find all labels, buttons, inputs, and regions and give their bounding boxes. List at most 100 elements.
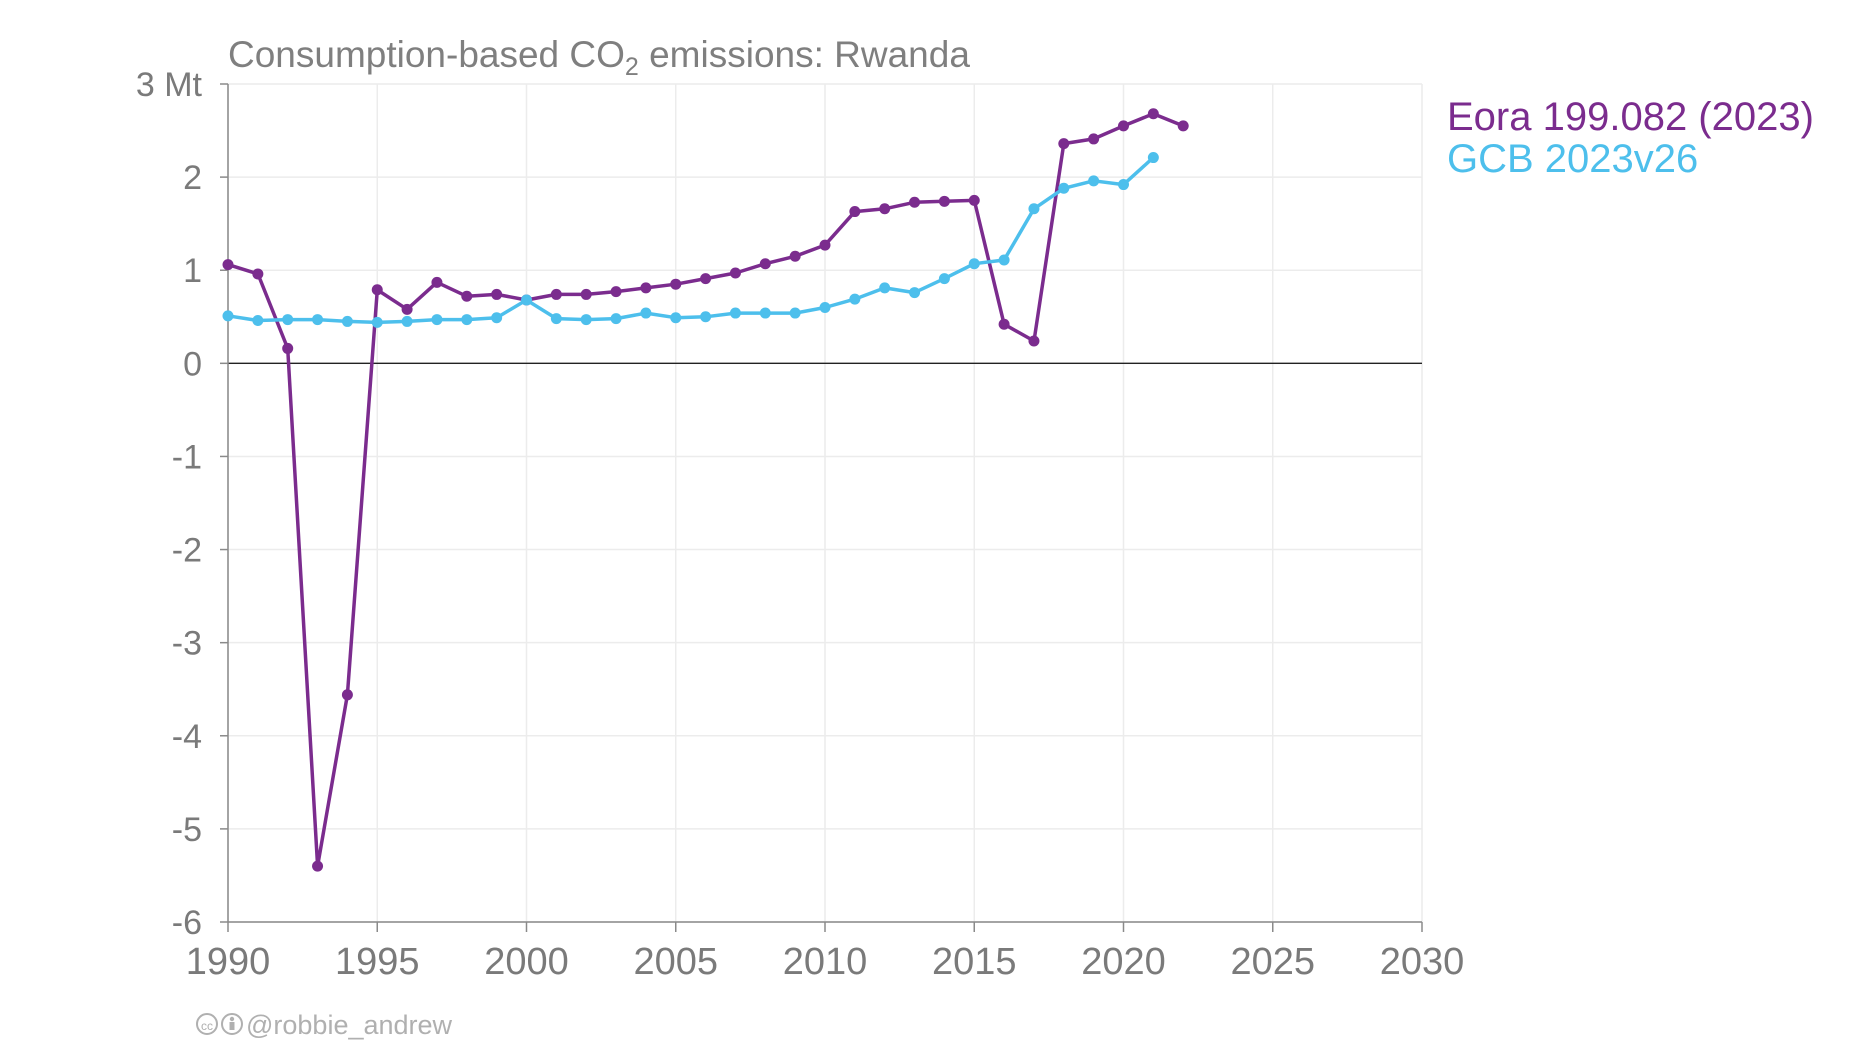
data-point bbox=[580, 314, 592, 326]
x-tick-label: 2005 bbox=[633, 941, 718, 983]
y-axis-ticks: 3 Mt 2 1 0 -1 -2 -3 -4 -5 -6 bbox=[136, 66, 228, 942]
data-point bbox=[580, 288, 592, 300]
data-point bbox=[282, 342, 294, 354]
data-point bbox=[312, 314, 324, 326]
y-tick-label: 1 bbox=[183, 252, 202, 290]
data-point bbox=[1118, 179, 1129, 191]
data-point bbox=[1118, 120, 1129, 132]
data-point bbox=[491, 288, 503, 300]
data-point bbox=[1177, 120, 1189, 132]
series-line bbox=[227, 156, 1155, 325]
data-point bbox=[461, 290, 473, 302]
data-point bbox=[550, 313, 562, 325]
data-point bbox=[670, 278, 682, 290]
data-point bbox=[371, 316, 383, 328]
x-tick-label: 2010 bbox=[783, 941, 868, 983]
data-point bbox=[521, 294, 532, 306]
x-axis-ticks: 1990 1995 2000 2005 2010 2015 2020 2025 2030 bbox=[186, 922, 1465, 983]
credit-line: cc @robbie_andrew bbox=[196, 1010, 453, 1040]
y-tick-label: 3 Mt bbox=[136, 66, 203, 104]
data-point bbox=[341, 315, 353, 327]
data-point bbox=[789, 307, 801, 319]
series-0 bbox=[222, 108, 1189, 872]
x-tick-label: 2030 bbox=[1380, 941, 1465, 983]
credit-text: @robbie_andrew bbox=[246, 1010, 453, 1040]
data-point bbox=[879, 203, 891, 215]
data-point bbox=[938, 195, 950, 207]
data-point bbox=[819, 301, 831, 313]
data-point bbox=[759, 258, 771, 270]
data-point bbox=[491, 312, 503, 324]
y-tick-label: 2 bbox=[183, 159, 202, 197]
data-point bbox=[431, 276, 443, 288]
data-point bbox=[1088, 133, 1100, 145]
grid-lines bbox=[227, 83, 1423, 923]
y-tick-label: -4 bbox=[172, 718, 202, 756]
data-point bbox=[1028, 335, 1040, 347]
series-1 bbox=[222, 152, 1159, 328]
y-tick-label: -3 bbox=[172, 625, 202, 663]
data-point bbox=[1058, 182, 1070, 194]
data-point bbox=[729, 307, 741, 319]
data-point bbox=[789, 250, 801, 262]
data-point bbox=[670, 312, 682, 324]
attribution-icon bbox=[221, 1013, 243, 1035]
data-point bbox=[341, 689, 353, 701]
data-point bbox=[1088, 175, 1100, 187]
creative-commons-icon: cc bbox=[196, 1013, 218, 1035]
chart-title: Consumption-based CO2 emissions: Rwanda bbox=[228, 34, 970, 81]
legend-eora: Eora 199.082 (2023) bbox=[1447, 95, 1814, 139]
data-point bbox=[1058, 138, 1070, 150]
data-point bbox=[461, 314, 473, 326]
data-point bbox=[222, 310, 234, 322]
x-tick-label: 1990 bbox=[186, 941, 271, 983]
data-point bbox=[252, 315, 264, 327]
y-tick-label: -5 bbox=[172, 811, 202, 849]
data-point bbox=[849, 206, 861, 218]
data-point bbox=[700, 311, 712, 323]
series-line bbox=[227, 112, 1184, 868]
data-point bbox=[640, 307, 652, 319]
data-point bbox=[610, 313, 622, 325]
data-point bbox=[909, 287, 921, 299]
data-point bbox=[759, 307, 771, 319]
data-point bbox=[1147, 152, 1159, 164]
data-point bbox=[431, 314, 443, 326]
data-point bbox=[879, 282, 891, 294]
legend-gcb: GCB 2023v26 bbox=[1447, 137, 1698, 181]
data-point bbox=[371, 284, 383, 296]
data-point bbox=[550, 288, 562, 300]
data-point bbox=[610, 286, 622, 298]
data-point bbox=[222, 259, 234, 271]
data-point bbox=[998, 254, 1010, 266]
x-tick-label: 2015 bbox=[932, 941, 1017, 983]
y-tick-label: -6 bbox=[172, 904, 202, 942]
data-point bbox=[282, 314, 294, 326]
data-point bbox=[938, 273, 950, 285]
x-tick-label: 2025 bbox=[1230, 941, 1315, 983]
svg-text:cc: cc bbox=[201, 1019, 213, 1033]
x-tick-label: 1995 bbox=[335, 941, 420, 983]
data-point bbox=[1028, 203, 1040, 215]
data-point bbox=[700, 273, 712, 285]
data-point bbox=[729, 267, 741, 279]
data-point bbox=[640, 282, 652, 294]
y-tick-label: -2 bbox=[172, 532, 202, 570]
data-point bbox=[849, 293, 861, 305]
y-tick-label: 0 bbox=[183, 345, 202, 383]
data-point bbox=[998, 318, 1010, 330]
data-point bbox=[968, 258, 980, 270]
data-point bbox=[909, 196, 921, 208]
data-point bbox=[252, 268, 264, 280]
data-point bbox=[401, 315, 413, 327]
data-point bbox=[401, 303, 413, 315]
x-tick-label: 2020 bbox=[1081, 941, 1166, 983]
data-point bbox=[968, 194, 980, 206]
series-group bbox=[222, 108, 1189, 872]
data-point bbox=[312, 860, 324, 872]
x-tick-label: 2000 bbox=[484, 941, 569, 983]
y-tick-label: -1 bbox=[172, 438, 202, 476]
data-point bbox=[819, 239, 831, 251]
data-point bbox=[1147, 108, 1159, 120]
